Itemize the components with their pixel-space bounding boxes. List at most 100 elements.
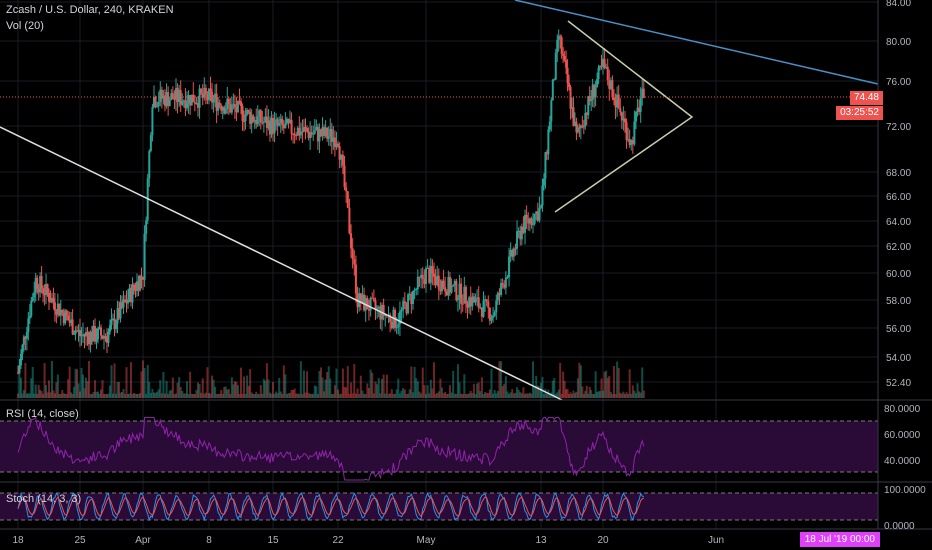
descending-trendline-blue[interactable] bbox=[514, 0, 879, 85]
candle-body bbox=[315, 126, 318, 131]
candle-body bbox=[256, 116, 259, 125]
candle-body bbox=[488, 307, 491, 321]
candle-body bbox=[131, 284, 134, 303]
candle-body bbox=[97, 328, 99, 340]
volume-bar bbox=[472, 383, 475, 398]
candle-body bbox=[259, 110, 262, 123]
rsi-indicator-label[interactable]: RSI (14, close) bbox=[6, 408, 79, 420]
candle-body bbox=[642, 88, 645, 99]
candle-body bbox=[243, 120, 246, 122]
candle-body bbox=[628, 139, 631, 145]
stoch-axis[interactable]: 100.0000 0.0000 bbox=[884, 485, 926, 532]
candle-body bbox=[190, 94, 193, 106]
volume-bar bbox=[429, 379, 432, 398]
descending-trendline-white[interactable] bbox=[0, 126, 563, 401]
volume-bar bbox=[361, 390, 364, 398]
candle-body bbox=[603, 58, 606, 68]
candle-body bbox=[21, 344, 24, 355]
volume-bar bbox=[160, 393, 163, 398]
candle-body bbox=[290, 119, 293, 134]
volume-bar bbox=[332, 393, 335, 398]
candle-body bbox=[608, 80, 611, 89]
candle-body bbox=[519, 230, 522, 240]
candle-body bbox=[633, 121, 636, 145]
volume-bar bbox=[639, 392, 642, 398]
candle-body bbox=[568, 83, 571, 88]
candle-body bbox=[124, 299, 126, 302]
volume-bar bbox=[313, 385, 316, 398]
volume-bar bbox=[568, 394, 571, 398]
stoch-pane bbox=[0, 492, 878, 522]
candle-body bbox=[532, 223, 535, 225]
volume-bar bbox=[25, 393, 28, 398]
candle-body bbox=[95, 339, 98, 342]
candle-body bbox=[181, 101, 184, 105]
volume-bar bbox=[397, 378, 400, 398]
volume-indicator-label[interactable]: Vol (20) bbox=[6, 20, 44, 32]
candle-body bbox=[456, 298, 459, 301]
volume-bar bbox=[256, 393, 259, 398]
volume-bar bbox=[600, 378, 603, 398]
candle-body bbox=[148, 150, 151, 179]
volume-bar bbox=[520, 393, 523, 398]
candle-body bbox=[576, 127, 579, 133]
trendline-drawings[interactable] bbox=[0, 0, 879, 401]
volume-bar bbox=[171, 377, 174, 398]
candle-body bbox=[403, 301, 406, 304]
volume-bar bbox=[124, 393, 126, 398]
price-tick-label: 76.00 bbox=[886, 77, 911, 88]
volume-bar bbox=[86, 381, 89, 398]
candle-body bbox=[606, 66, 609, 81]
candle-body bbox=[407, 294, 410, 314]
symmetrical-triangle[interactable] bbox=[554, 20, 694, 213]
volume-bar bbox=[187, 393, 190, 398]
volume-bar bbox=[249, 369, 252, 398]
candle-body bbox=[230, 105, 233, 113]
candle-body bbox=[490, 317, 493, 321]
candle-body bbox=[42, 288, 45, 294]
candle-body bbox=[246, 109, 249, 115]
volume-bar bbox=[121, 391, 123, 398]
candles bbox=[17, 29, 645, 375]
candle-body bbox=[376, 307, 379, 310]
candle-body bbox=[201, 93, 204, 98]
volume-bar bbox=[492, 393, 495, 398]
volume-bar bbox=[622, 391, 625, 398]
candle-body bbox=[186, 103, 188, 109]
volume-bar bbox=[578, 362, 581, 398]
volume-bar bbox=[128, 393, 131, 398]
candle-body bbox=[143, 233, 146, 280]
candle-body bbox=[212, 98, 215, 103]
volume-bar bbox=[292, 389, 295, 398]
candle-body bbox=[541, 185, 544, 206]
candle-body bbox=[440, 280, 443, 292]
candle-body bbox=[329, 128, 332, 137]
candle-body bbox=[227, 98, 230, 104]
stoch-indicator-label[interactable]: Stoch (14, 3, 3) bbox=[6, 493, 82, 505]
rsi-axis[interactable]: 80.0000 60.0000 40.0000 bbox=[884, 404, 921, 467]
candle-body bbox=[327, 136, 330, 139]
symbol-title[interactable]: Zcash / U.S. Dollar, 240, KRAKEN bbox=[6, 4, 174, 16]
candle-body bbox=[142, 276, 144, 280]
volume-bar bbox=[94, 380, 96, 398]
volume-bar bbox=[39, 389, 42, 398]
volume-bar bbox=[164, 393, 166, 398]
candle-body bbox=[548, 121, 551, 130]
volume-bar bbox=[634, 393, 637, 398]
volume-bar bbox=[179, 387, 182, 398]
candle-body bbox=[310, 132, 313, 135]
time-tick-label: 25 bbox=[74, 535, 86, 546]
candle-body bbox=[160, 89, 163, 99]
candle-body bbox=[609, 80, 612, 89]
price-axis[interactable]: 84.00 80.00 76.00 72.00 68.00 66.00 64.00 62.00… bbox=[886, 0, 911, 389]
volume-bar bbox=[91, 393, 93, 398]
time-axis[interactable]: 18 25 Apr 8 15 22 May 13 20 Jun bbox=[12, 535, 724, 546]
volume-bar bbox=[272, 381, 274, 398]
volume-bar bbox=[456, 364, 459, 398]
candle-body bbox=[82, 334, 84, 336]
volume-bar bbox=[116, 381, 119, 398]
volume-bar bbox=[312, 393, 315, 398]
volume-bar bbox=[227, 388, 230, 398]
volume-bar bbox=[261, 393, 264, 398]
